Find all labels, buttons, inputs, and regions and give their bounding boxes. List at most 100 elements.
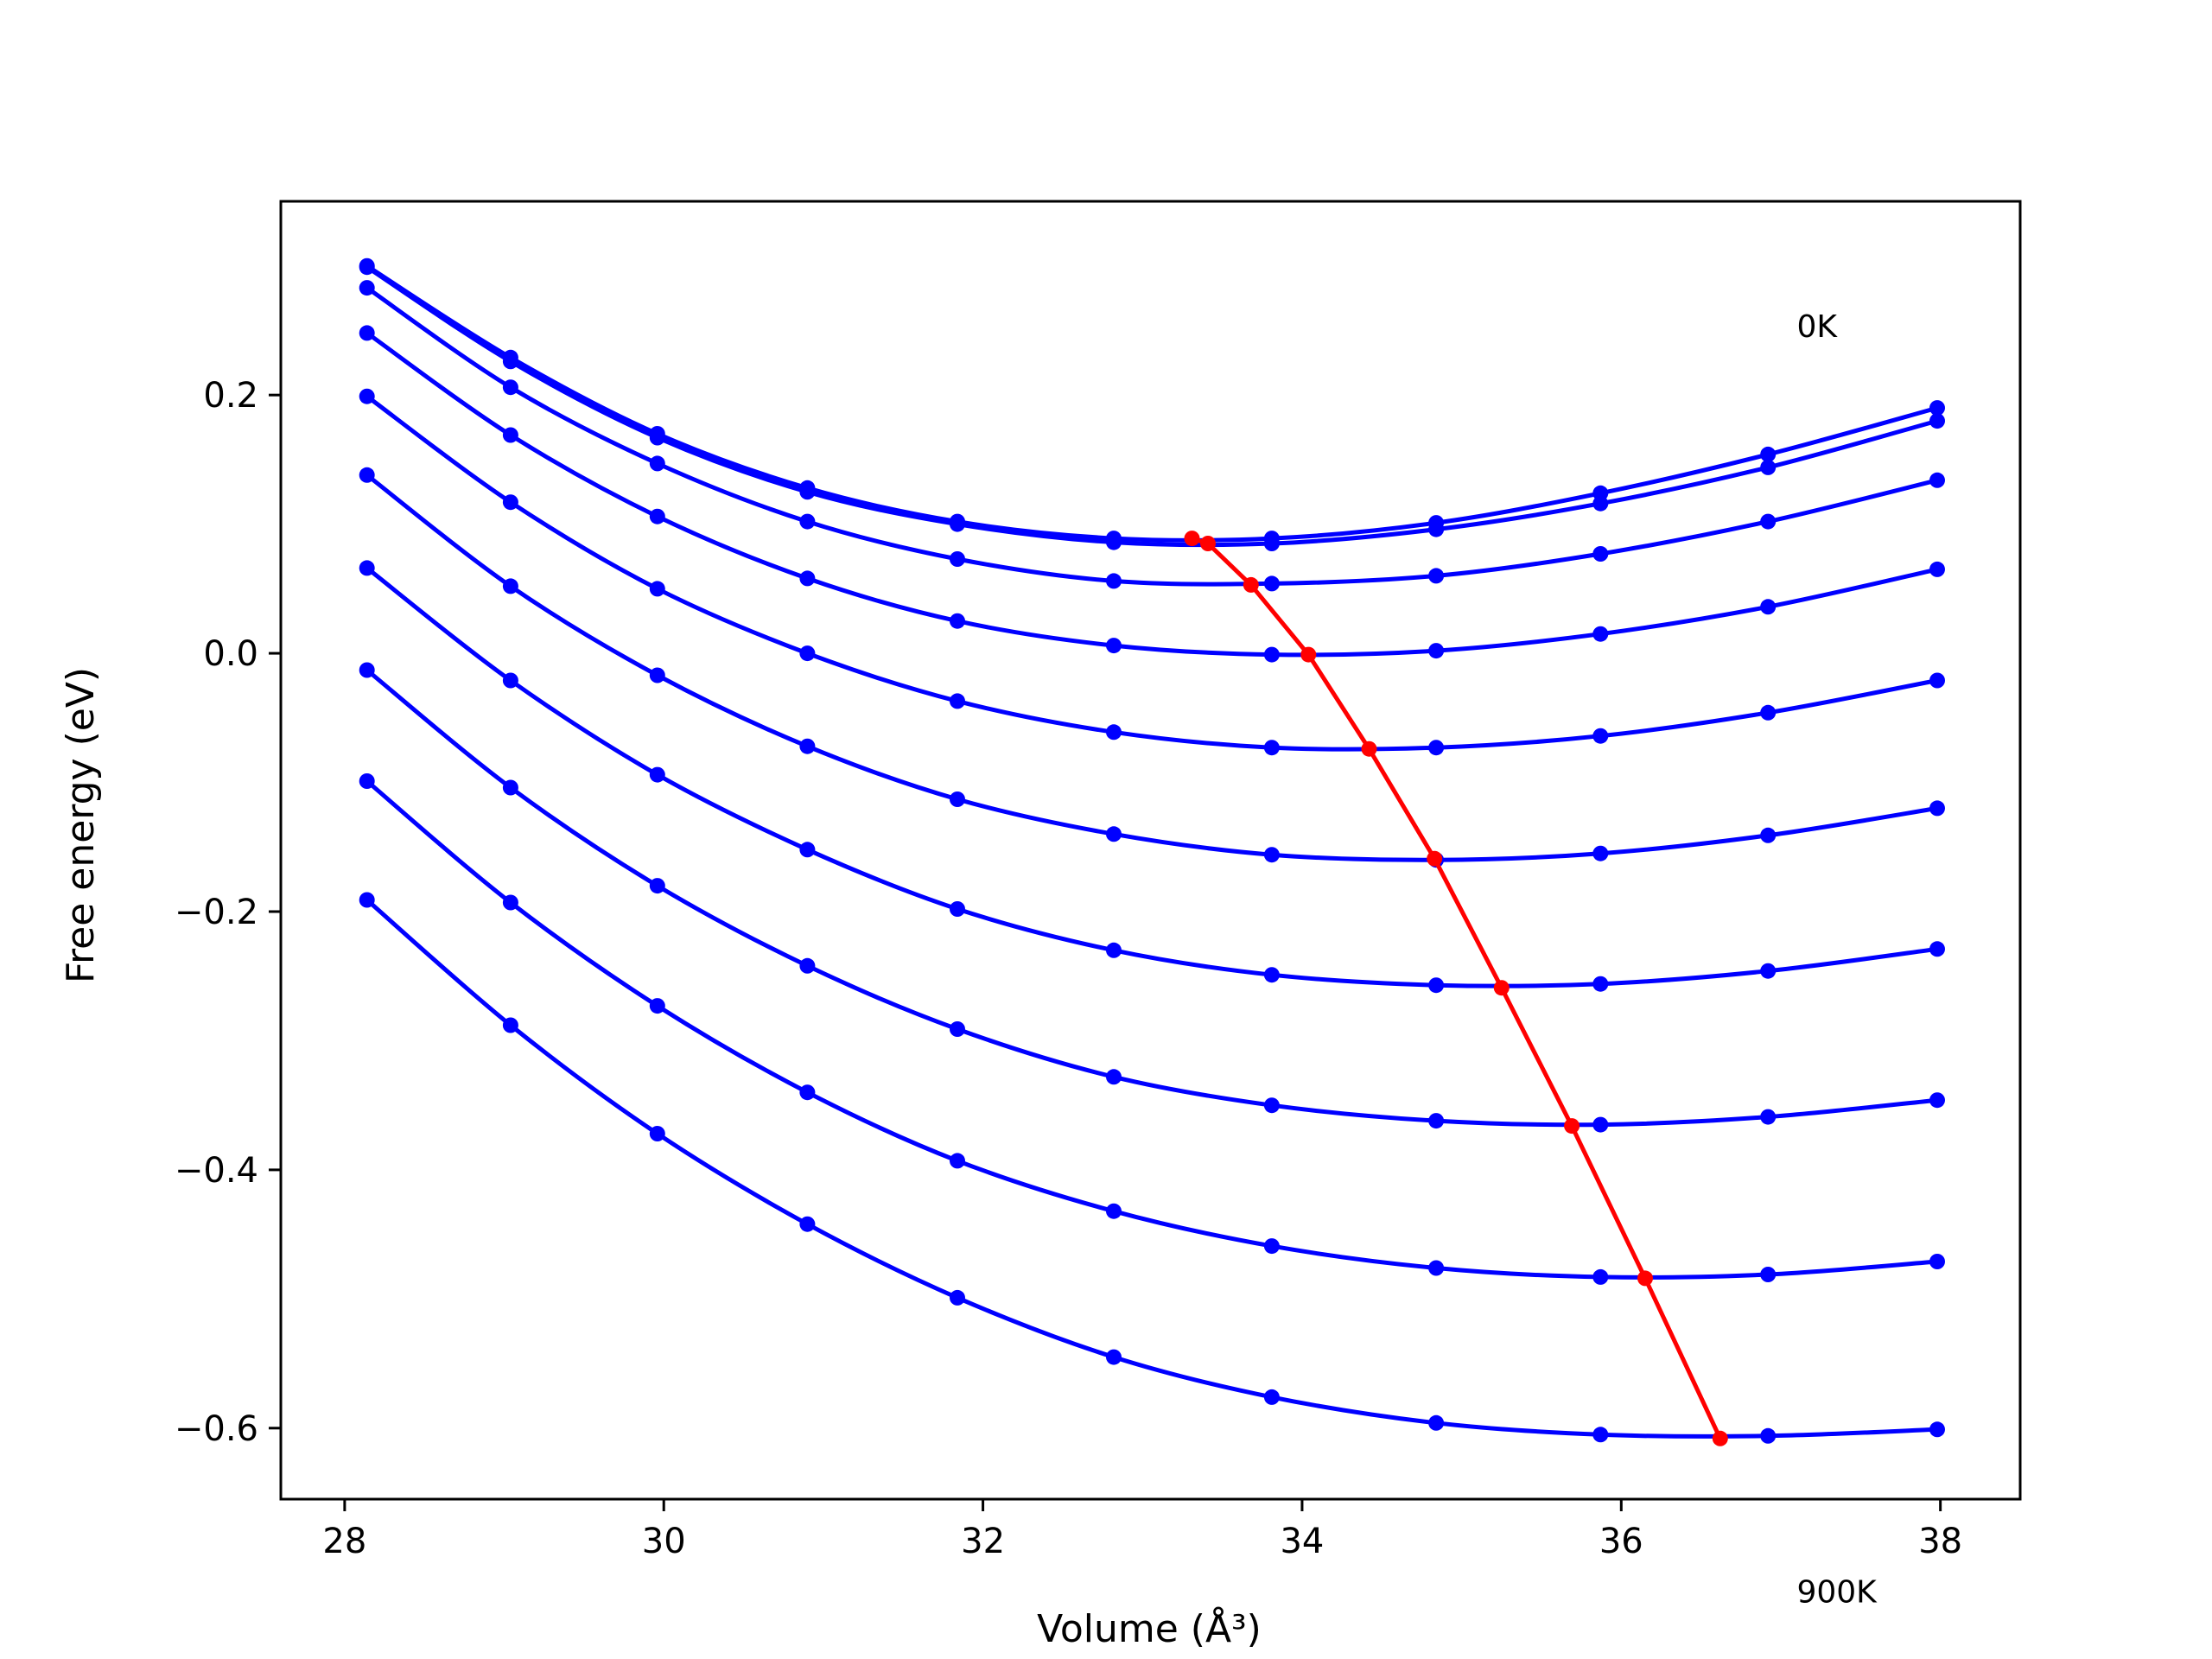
curve-1-point-10	[1929, 413, 1945, 429]
curve-9-point-4	[950, 1289, 965, 1306]
curve-1-point-9	[1760, 459, 1777, 475]
curve-5-point-4	[950, 791, 965, 807]
curve-4-point-2	[649, 581, 665, 597]
minimum-point-4	[1361, 741, 1377, 757]
curve-2-point-1	[502, 379, 518, 396]
curve-2-point-5	[1106, 573, 1122, 589]
curve-5-point-10	[1929, 800, 1945, 817]
curve-9-point-2	[649, 1126, 665, 1141]
curve-2-point-8	[1592, 546, 1609, 562]
curve-6-point-0	[359, 560, 375, 576]
curve-5-point-0	[359, 467, 375, 483]
minimum-point-6	[1493, 980, 1510, 996]
curve-6-point-1	[502, 672, 518, 689]
x-tick-label: 36	[1599, 1522, 1643, 1561]
x-tick-label: 28	[322, 1522, 366, 1561]
curve-7-point-7	[1428, 1113, 1445, 1129]
curve-2-point-4	[950, 551, 965, 567]
minimum-point-2	[1243, 576, 1259, 593]
energy-curve-4	[365, 394, 1938, 752]
y-tick-label: −0.4	[175, 1151, 258, 1191]
curve-6-point-8	[1592, 976, 1609, 992]
curve-3-point-8	[1592, 626, 1609, 642]
curve-6-point-7	[1428, 977, 1445, 994]
minimum-energy-path	[1184, 531, 1728, 1446]
curve-8-point-4	[950, 1153, 965, 1169]
curve-8-point-8	[1592, 1268, 1609, 1285]
y-tick-label: 0.2	[203, 376, 258, 416]
curve-5-point-6	[1263, 847, 1280, 863]
energy-curve-8	[365, 779, 1938, 1280]
curve-2-point-10	[1929, 472, 1945, 488]
curve-2-point-2	[649, 455, 665, 472]
curve-8-point-7	[1428, 1260, 1445, 1276]
curve-8-point-5	[1106, 1203, 1122, 1219]
curve-5-point-9	[1760, 827, 1777, 843]
energy-curve-9	[365, 898, 1938, 1439]
curve-1-point-5	[1106, 534, 1122, 550]
curve-5-point-5	[1106, 826, 1122, 842]
curve-3-point-1	[502, 427, 518, 443]
curve-2-point-0	[359, 280, 375, 296]
annotation-0k: 0K	[1796, 309, 1838, 345]
curve-7-point-2	[649, 878, 665, 894]
x-axis-label: Volume (Å³)	[1037, 1605, 1262, 1651]
curve-4-point-4	[950, 693, 965, 709]
y-axis-ticks: 0.2 0.0 −0.2 −0.4 −0.6	[175, 376, 281, 1449]
curve-3-point-10	[1929, 561, 1945, 577]
curve-6-point-9	[1760, 963, 1777, 979]
curve-3-point-4	[950, 613, 965, 629]
minimum-point-0	[1184, 531, 1200, 547]
curve-6-point-10	[1929, 941, 1945, 957]
curve-7-point-5	[1106, 1069, 1122, 1085]
x-tick-label: 38	[1918, 1522, 1962, 1561]
curve-9-point-7	[1428, 1414, 1445, 1431]
curve-1-point-0	[359, 259, 375, 276]
curve-0-point-10	[1929, 400, 1945, 416]
curve-9-point-6	[1263, 1389, 1280, 1405]
curve-3-point-6	[1263, 646, 1280, 663]
energy-curve-3	[365, 331, 1938, 658]
minimum-point-1	[1200, 536, 1216, 551]
curve-3-point-9	[1760, 599, 1777, 615]
curve-7-point-3	[799, 957, 816, 974]
minimum-path-line	[1191, 536, 1723, 1440]
curve-8-point-1	[502, 894, 518, 911]
y-tick-label: 0.0	[203, 634, 258, 674]
annotation-900k: 900K	[1796, 1575, 1878, 1611]
curve-3-point-2	[649, 508, 665, 524]
energy-curve-5	[365, 473, 1938, 862]
curve-4-point-5	[1106, 724, 1122, 741]
curve-2-point-9	[1760, 513, 1777, 530]
curve-2-point-6	[1263, 575, 1280, 592]
curve-4-point-10	[1929, 672, 1945, 689]
curve-8-point-9	[1760, 1267, 1777, 1282]
curve-7-point-0	[359, 662, 375, 678]
minimum-point-3	[1300, 646, 1317, 663]
y-tick-label: −0.6	[175, 1409, 258, 1449]
curve-4-point-3	[799, 645, 816, 662]
curve-9-point-10	[1929, 1421, 1945, 1438]
minimum-point-7	[1564, 1118, 1580, 1135]
curve-7-point-4	[950, 1021, 965, 1037]
energy-curve-6	[365, 566, 1938, 988]
curve-0-point-9	[1760, 446, 1777, 462]
curve-8-point-2	[649, 998, 665, 1014]
minimum-point-8	[1637, 1270, 1653, 1287]
curve-5-point-3	[799, 738, 816, 754]
curve-7-point-1	[502, 779, 518, 796]
curve-9-point-0	[359, 892, 375, 908]
curve-3-point-0	[359, 325, 375, 341]
curve-2-point-7	[1428, 568, 1445, 584]
minimum-point-5	[1427, 850, 1443, 867]
curve-9-point-9	[1760, 1427, 1777, 1444]
curve-5-point-8	[1592, 845, 1609, 861]
y-axis-label: Free energy (eV)	[59, 667, 103, 983]
curve-4-point-8	[1592, 728, 1609, 744]
curve-7-point-6	[1263, 1097, 1280, 1114]
curve-1-point-4	[950, 516, 965, 532]
curve-9-point-1	[502, 1017, 518, 1033]
x-tick-label: 32	[961, 1522, 1005, 1561]
curve-8-point-3	[799, 1084, 816, 1101]
